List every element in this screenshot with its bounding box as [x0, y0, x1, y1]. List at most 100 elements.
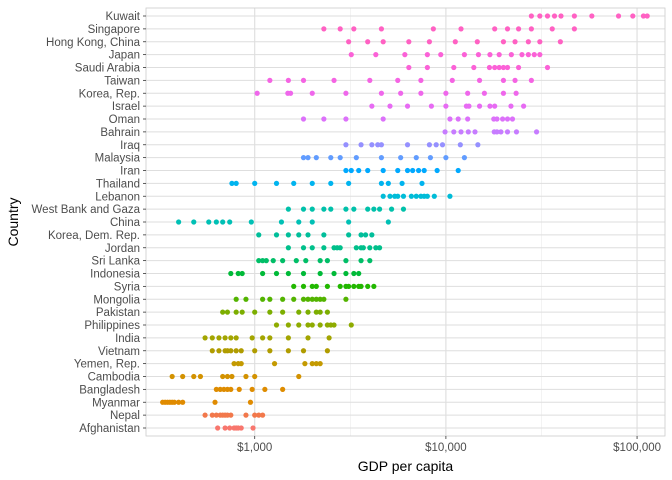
data-point [267, 335, 273, 341]
data-point [337, 26, 343, 32]
data-point [313, 296, 319, 302]
data-point [313, 155, 319, 161]
data-point [399, 180, 405, 186]
data-point [321, 296, 327, 302]
data-point [353, 245, 359, 251]
data-point [385, 180, 391, 186]
x-tick-label: $1,000 [237, 442, 272, 454]
data-point [309, 219, 315, 225]
data-point [455, 116, 461, 122]
data-point [260, 412, 266, 418]
data-point [369, 232, 375, 238]
data-point [358, 232, 364, 238]
data-point [267, 77, 273, 83]
data-point [305, 296, 311, 302]
data-point [367, 245, 373, 251]
data-point [280, 309, 286, 315]
data-point [418, 90, 424, 96]
data-point [433, 142, 439, 148]
data-point [512, 39, 518, 45]
data-point [331, 77, 337, 83]
data-point [500, 116, 506, 122]
data-point [492, 26, 498, 32]
data-point [291, 283, 297, 289]
data-point [280, 386, 286, 392]
data-point [260, 296, 266, 302]
data-point [465, 116, 471, 122]
data-point [180, 373, 186, 380]
y-tick-label: Japan [109, 50, 140, 62]
data-point [309, 296, 315, 302]
data-point [380, 193, 386, 199]
data-point [171, 399, 177, 405]
data-point [404, 103, 411, 109]
data-point [317, 258, 323, 264]
y-tick-label: Jordan [105, 243, 140, 255]
data-point [239, 309, 245, 315]
data-point [209, 412, 215, 418]
data-point [169, 373, 175, 380]
data-point [515, 64, 522, 71]
data-point [321, 116, 327, 122]
data-point [500, 64, 507, 71]
data-point [285, 335, 291, 341]
x-tick-labels: $1,000 $10,000 $100,000 [237, 436, 661, 454]
data-point [291, 296, 297, 302]
data-point [426, 39, 433, 45]
data-point [317, 322, 323, 328]
data-point [521, 103, 527, 109]
data-point [519, 52, 525, 58]
data-point [426, 142, 433, 148]
data-point [313, 361, 319, 367]
y-tick-label: Bahrain [100, 127, 140, 139]
data-point [260, 270, 266, 277]
data-point [358, 283, 364, 289]
y-tick-label: Iraq [120, 140, 140, 152]
data-point [438, 52, 444, 58]
data-point [305, 232, 311, 238]
data-point [508, 103, 514, 109]
data-point [365, 206, 371, 212]
data-point [410, 167, 416, 174]
data-point [487, 52, 493, 58]
data-point [504, 26, 511, 32]
data-point [238, 348, 244, 354]
data-point [213, 386, 219, 392]
data-point [465, 90, 471, 96]
data-point [231, 361, 237, 367]
data-point [293, 258, 299, 264]
data-point [369, 142, 375, 148]
data-point [285, 348, 291, 354]
data-point [496, 64, 502, 71]
y-tick-label: Yemen, Rep. [74, 359, 140, 371]
data-point [443, 103, 449, 109]
data-point [537, 39, 543, 45]
data-point [326, 335, 332, 341]
data-point [481, 90, 487, 96]
data-point [321, 26, 327, 32]
data-point [309, 245, 315, 251]
data-point [321, 245, 327, 251]
data-point [235, 270, 241, 277]
data-point [388, 206, 395, 212]
data-point [369, 103, 375, 109]
data-point [346, 219, 352, 225]
data-point [250, 425, 256, 431]
data-point [447, 193, 453, 199]
data-point [343, 258, 349, 264]
data-point [395, 167, 401, 174]
data-point [252, 348, 258, 354]
data-point [434, 167, 440, 174]
data-point [296, 373, 302, 380]
data-point [494, 116, 500, 122]
y-tick-label: Taiwan [104, 75, 140, 87]
data-point [418, 77, 424, 83]
data-point [373, 245, 379, 251]
data-point [346, 232, 352, 238]
data-point [346, 180, 352, 186]
data-point [419, 180, 425, 186]
data-point [287, 90, 294, 96]
data-point [387, 103, 393, 109]
data-point [233, 296, 239, 302]
